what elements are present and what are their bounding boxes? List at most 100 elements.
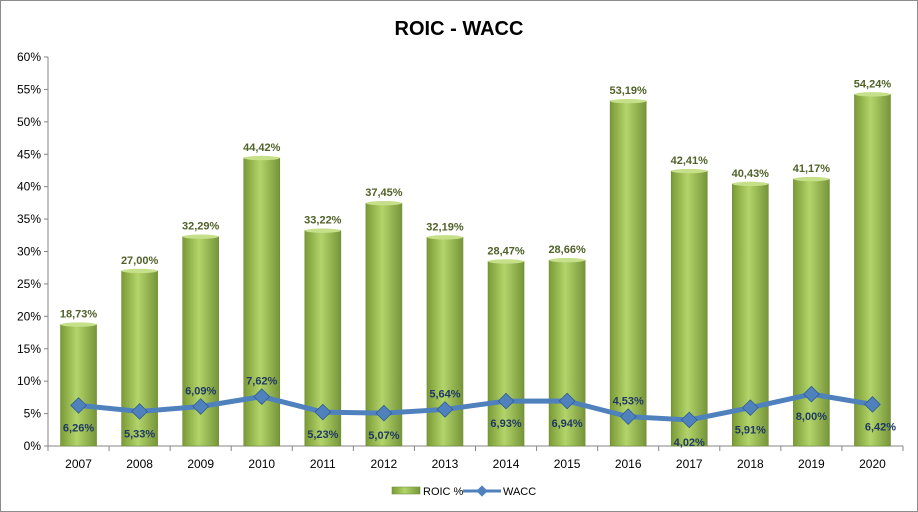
- wacc-data-label: 6,94%: [552, 418, 583, 430]
- x-tick-label: 2008: [126, 457, 153, 471]
- wacc-marker: [375, 404, 393, 422]
- wacc-line: [76, 391, 875, 423]
- wacc-marker: [436, 401, 454, 418]
- wacc-marker: [497, 392, 515, 410]
- y-tick-label: 20%: [17, 309, 41, 323]
- roic-data-label: 42,41%: [671, 155, 709, 167]
- roic-data-label: 53,19%: [610, 85, 648, 97]
- roic-data-label: 37,45%: [365, 187, 403, 199]
- wacc-marker: [253, 388, 271, 405]
- y-axis-ticks: 0% 5% 10% 15% 20% 25% 30% 35% 40% 45% 50% 55% 60%: [17, 50, 48, 453]
- roic-data-label: 41,17%: [793, 163, 831, 175]
- x-tick-label: 2010: [248, 457, 275, 471]
- x-tick-label: 2007: [65, 457, 92, 471]
- x-tick-label: 2017: [676, 457, 703, 471]
- wacc-marker: [803, 385, 820, 403]
- wacc-data-label: 8,00%: [796, 411, 827, 423]
- roic-data-label: 18,73%: [60, 309, 98, 321]
- roic-data-label: 40,43%: [732, 168, 770, 180]
- wacc-data-label: 6,09%: [185, 386, 216, 398]
- y-tick-label: 45%: [17, 147, 41, 161]
- y-tick-label: 55%: [17, 82, 41, 96]
- wacc-data-label: 4,02%: [674, 437, 705, 449]
- wacc-data-label: 5,64%: [429, 388, 460, 400]
- wacc-data-label: 4,53%: [613, 396, 644, 408]
- wacc-marker: [680, 411, 698, 429]
- y-tick-label: 50%: [17, 115, 41, 129]
- x-tick-label: 2011: [310, 457, 336, 471]
- wacc-data-label: 6,26%: [63, 422, 94, 434]
- roic-bar-top: [365, 200, 402, 206]
- y-tick-label: 30%: [17, 245, 41, 259]
- legend: ROIC % WACC: [391, 485, 536, 498]
- x-tick-label: 2015: [554, 457, 581, 471]
- wacc-data-label: 6,93%: [490, 418, 521, 430]
- roic-bar-top: [549, 257, 586, 263]
- y-tick-label: 5%: [24, 407, 42, 421]
- x-tick-label: 2013: [432, 457, 459, 471]
- roic-bar-top: [243, 155, 280, 161]
- wacc-data-label: 7,62%: [246, 376, 277, 388]
- y-tick-label: 0%: [24, 439, 42, 453]
- wacc-marker: [314, 403, 332, 421]
- roic-data-label: 28,66%: [548, 244, 586, 256]
- y-tick-label: 25%: [17, 277, 41, 291]
- roic-bar-top: [60, 322, 97, 327]
- roic-bar-top: [426, 235, 463, 240]
- roic-bar-top: [671, 168, 708, 174]
- wacc-data-label: 6,42%: [865, 421, 896, 433]
- legend-marker-wacc: [476, 485, 488, 497]
- wacc-line-layer: 6,26% 5,33% 6,09% 7,62% 5,23% 5,07% 5,64% 6,93%…: [63, 376, 896, 449]
- roic-bar: [670, 170, 708, 447]
- y-tick-label: 15%: [17, 342, 41, 356]
- roic-bar-top: [793, 176, 830, 182]
- wacc-marker: [864, 396, 881, 413]
- roic-bar-top: [304, 228, 341, 233]
- x-tick-label: 2016: [615, 457, 642, 471]
- wacc-data-label: 5,33%: [124, 428, 155, 440]
- y-tick-label: 40%: [17, 180, 41, 194]
- wacc-marker: [192, 398, 210, 415]
- x-tick-label: 2019: [798, 457, 825, 471]
- roic-bar: [487, 261, 525, 447]
- roic-bar-top: [610, 98, 647, 104]
- wacc-marker: [558, 392, 576, 410]
- roic-data-label: 27,00%: [121, 255, 159, 267]
- roic-data-label: 32,29%: [182, 221, 220, 233]
- y-tick-label: 10%: [17, 374, 41, 388]
- wacc-data-label: 5,91%: [735, 425, 766, 437]
- wacc-data-label: 5,07%: [368, 430, 399, 442]
- wacc-marker: [70, 397, 87, 414]
- roic-data-label: 54,24%: [854, 78, 892, 90]
- roic-bar: [854, 94, 891, 447]
- legend-swatch-roic: [391, 486, 421, 495]
- roic-bar: [548, 259, 586, 447]
- roic-bar-top: [121, 268, 158, 274]
- x-axis-ticks: 2007 2008 2009 2010 2011 2012 2013 2014 2015 2016…: [47, 446, 904, 471]
- roic-bar: [609, 100, 647, 447]
- wacc-marker: [741, 399, 759, 417]
- legend-label-roic: ROIC %: [423, 486, 464, 498]
- y-tick-label: 60%: [17, 50, 41, 64]
- legend-label-wacc: WACC: [503, 486, 536, 498]
- roic-bar: [793, 178, 830, 447]
- x-tick-label: 2020: [859, 457, 886, 471]
- x-tick-label: 2018: [737, 457, 764, 471]
- roic-data-label: 28,47%: [487, 245, 525, 257]
- roic-bar-top: [182, 234, 219, 239]
- roic-bar: [60, 324, 97, 447]
- roic-bar-top: [732, 181, 769, 187]
- wacc-data-label: 5,23%: [307, 429, 338, 441]
- x-tick-label: 2012: [371, 457, 398, 471]
- chart-title: ROIC - WACC: [395, 18, 524, 40]
- x-tick-label: 2014: [493, 457, 520, 471]
- roic-data-label: 32,19%: [426, 221, 464, 233]
- roic-data-label: 44,42%: [243, 142, 281, 154]
- roic-data-label: 33,22%: [304, 215, 342, 227]
- roic-bar-top: [488, 259, 525, 264]
- roic-bar-top: [854, 92, 891, 97]
- wacc-marker: [131, 403, 148, 420]
- wacc-marker: [619, 408, 637, 425]
